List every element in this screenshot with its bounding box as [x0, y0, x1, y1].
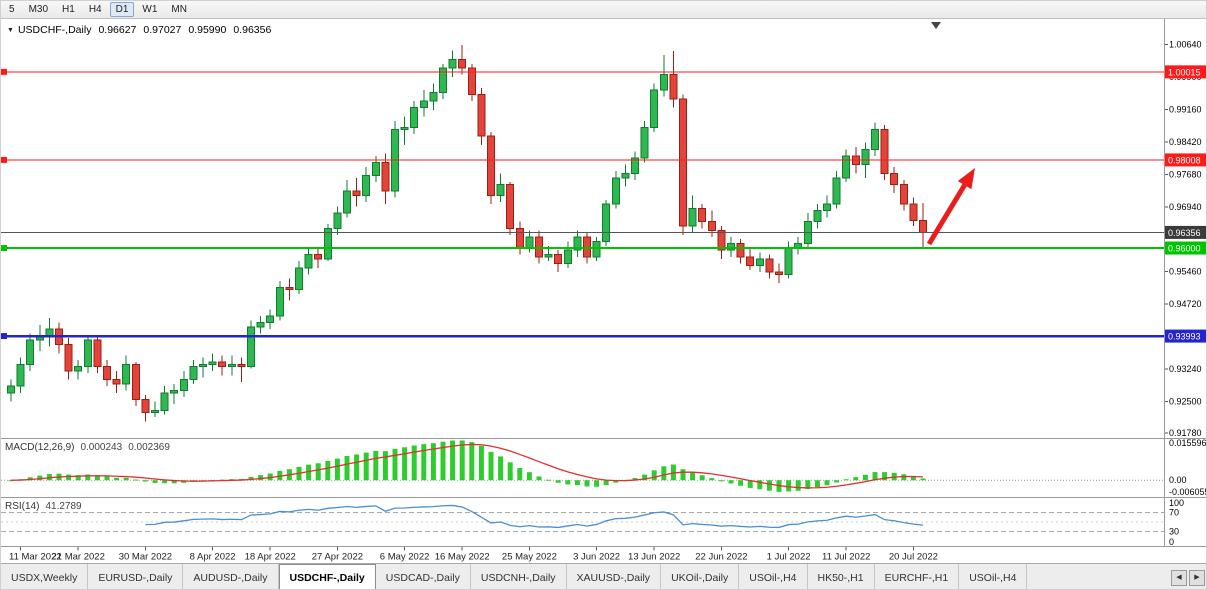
svg-text:1.00015: 1.00015: [1168, 67, 1201, 77]
svg-text:21 Mar 2022: 21 Mar 2022: [52, 552, 105, 563]
chart-title-symbol: USDCHF-,Daily: [17, 24, 92, 36]
svg-text:6 May 2022: 6 May 2022: [380, 552, 430, 563]
svg-text:0.91780: 0.91780: [1169, 428, 1202, 438]
hline-handle-0.93993[interactable]: [1, 333, 7, 340]
quote-low: 0.95990: [188, 24, 227, 36]
quote-high: 0.97027: [143, 24, 182, 36]
rsi-value: 41.2789: [45, 501, 82, 512]
svg-text:27 Apr 2022: 27 Apr 2022: [312, 552, 363, 563]
quote-close: 0.96356: [233, 24, 272, 36]
svg-text:3 Jun 2022: 3 Jun 2022: [573, 552, 620, 563]
svg-text:0.00: 0.00: [1169, 475, 1187, 485]
svg-text:0.015596: 0.015596: [1169, 438, 1207, 448]
rsi-line: [145, 504, 924, 529]
price-badges: 1.00015 0.98008 0.96356 0.96000 0.93993: [1165, 65, 1206, 343]
timeframe-w1-button[interactable]: W1: [136, 2, 163, 17]
symbol-dropdown-icon[interactable]: ▼: [7, 27, 14, 34]
chart-tab-bar: USDX,Weekly EURUSD-,Daily AUDUSD-,Daily USD…: [1, 563, 1206, 589]
hline-handle-0.98008[interactable]: [1, 156, 7, 163]
macd-name: MACD(12,26,9): [5, 442, 75, 453]
svg-text:0.96940: 0.96940: [1169, 202, 1202, 212]
svg-text:0.96356: 0.96356: [1168, 228, 1201, 238]
chart-title: ▼ USDCHF-,Daily 0.96627 0.97027 0.95990 0.963…: [7, 24, 271, 36]
svg-text:13 Jun 2022: 13 Jun 2022: [628, 552, 680, 563]
svg-text:-0.006055: -0.006055: [1169, 487, 1207, 497]
chart-tab-eurchf-h1[interactable]: EURCHF-,H1: [875, 564, 960, 589]
trend-arrow-annotation[interactable]: [926, 168, 975, 246]
svg-text:0.94720: 0.94720: [1169, 299, 1202, 309]
chart-tab-ukoil-daily[interactable]: UKOil-,Daily: [661, 564, 740, 589]
chart-tab-xauusd-daily[interactable]: XAUUSD-,Daily: [567, 564, 662, 589]
tab-scroll-right-icon[interactable]: ▶: [1189, 569, 1205, 586]
chart-tab-hk50-h1[interactable]: HK50-,H1: [808, 564, 875, 589]
svg-text:70: 70: [1169, 507, 1179, 517]
tab-scroll-controls: ◀ ▶: [1168, 564, 1206, 589]
svg-text:0.98420: 0.98420: [1169, 137, 1202, 147]
chart-tab-usdx-weekly[interactable]: USDX,Weekly: [1, 564, 89, 589]
svg-text:11 Mar 2022: 11 Mar 2022: [9, 552, 62, 563]
chart-tab-usdchf-daily[interactable]: USDCHF-,Daily: [278, 564, 376, 589]
chart-tabs: USDX,Weekly EURUSD-,Daily AUDUSD-,Daily USD…: [1, 564, 1168, 589]
svg-text:0.99160: 0.99160: [1169, 104, 1202, 114]
svg-text:11 Jul 2022: 11 Jul 2022: [822, 552, 870, 563]
svg-text:8 Apr 2022: 8 Apr 2022: [190, 552, 236, 563]
chart-tab-eurusd-daily[interactable]: EURUSD-,Daily: [88, 564, 184, 589]
svg-text:22 Jun 2022: 22 Jun 2022: [695, 552, 747, 563]
svg-text:30 Mar 2022: 30 Mar 2022: [119, 552, 172, 563]
svg-text:100: 100: [1169, 498, 1184, 508]
svg-text:0.93240: 0.93240: [1169, 364, 1202, 374]
rsi-name: RSI(14): [5, 501, 40, 512]
timeframe-h1-button[interactable]: H1: [56, 2, 81, 17]
macd-main-value: 0.000243: [80, 442, 123, 453]
svg-text:0.97680: 0.97680: [1169, 169, 1202, 179]
chart-tab-usoil-h4[interactable]: USOil-,H4: [739, 564, 808, 589]
hline-handle-0.96000[interactable]: [1, 245, 7, 252]
svg-text:18 Apr 2022: 18 Apr 2022: [245, 552, 296, 563]
tab-scroll-left-icon[interactable]: ◀: [1171, 569, 1187, 586]
panel-separators: [1, 19, 1206, 547]
chart-tab-audusd-daily[interactable]: AUDUSD-,Daily: [183, 564, 279, 589]
svg-text:0.95460: 0.95460: [1169, 267, 1202, 277]
svg-text:1 Jul 2022: 1 Jul 2022: [767, 552, 811, 563]
macd-signal-value: 0.002369: [128, 442, 170, 453]
timeframe-d1-button[interactable]: D1: [109, 2, 135, 17]
timeframe-h4-button[interactable]: H4: [83, 2, 108, 17]
svg-text:20 Jul 2022: 20 Jul 2022: [889, 552, 938, 563]
svg-text:0.98008: 0.98008: [1168, 155, 1201, 165]
svg-text:25 May 2022: 25 May 2022: [502, 552, 557, 563]
candlestick-series: [7, 44, 927, 422]
chart-tab-usoil-h4[interactable]: USOil-,H4: [959, 564, 1028, 589]
svg-text:30: 30: [1169, 527, 1179, 537]
chart-tab-usdcad-daily[interactable]: USDCAD-,Daily: [376, 564, 471, 589]
timeframe-toolbar: 5 M30 H1 H4 D1 W1 MN: [1, 1, 1206, 19]
macd-signal-line: [10, 443, 924, 489]
rsi-indicator-label: RSI(14) 41.2789: [5, 501, 82, 512]
svg-text:0.92500: 0.92500: [1169, 397, 1202, 407]
svg-text:1.00640: 1.00640: [1169, 39, 1202, 49]
timeframe-mn-button[interactable]: MN: [165, 2, 193, 17]
macd-indicator: 0.015596 0.00 -0.006055: [1, 438, 1207, 497]
svg-text:0: 0: [1169, 537, 1174, 547]
timeframe-m30-button[interactable]: M30: [23, 2, 54, 17]
timeframe-5-button[interactable]: 5: [3, 2, 21, 17]
svg-text:0.93993: 0.93993: [1168, 332, 1201, 342]
chart-area: 1.006400.999000.991600.984200.976800.969…: [1, 19, 1207, 563]
hline-handle-1.00015[interactable]: [1, 68, 7, 75]
quote-open: 0.96627: [98, 24, 137, 36]
macd-indicator-label: MACD(12,26,9) 0.000243 0.002369: [5, 442, 170, 453]
svg-text:0.96000: 0.96000: [1168, 244, 1201, 254]
svg-text:16 May 2022: 16 May 2022: [435, 552, 490, 563]
chart-tab-usdcnh-daily[interactable]: USDCNH-,Daily: [471, 564, 567, 589]
horizontal-lines: [1, 68, 1164, 340]
chart-canvas[interactable]: 1.006400.999000.991600.984200.976800.969…: [1, 19, 1207, 563]
chart-shift-marker[interactable]: [931, 22, 941, 29]
